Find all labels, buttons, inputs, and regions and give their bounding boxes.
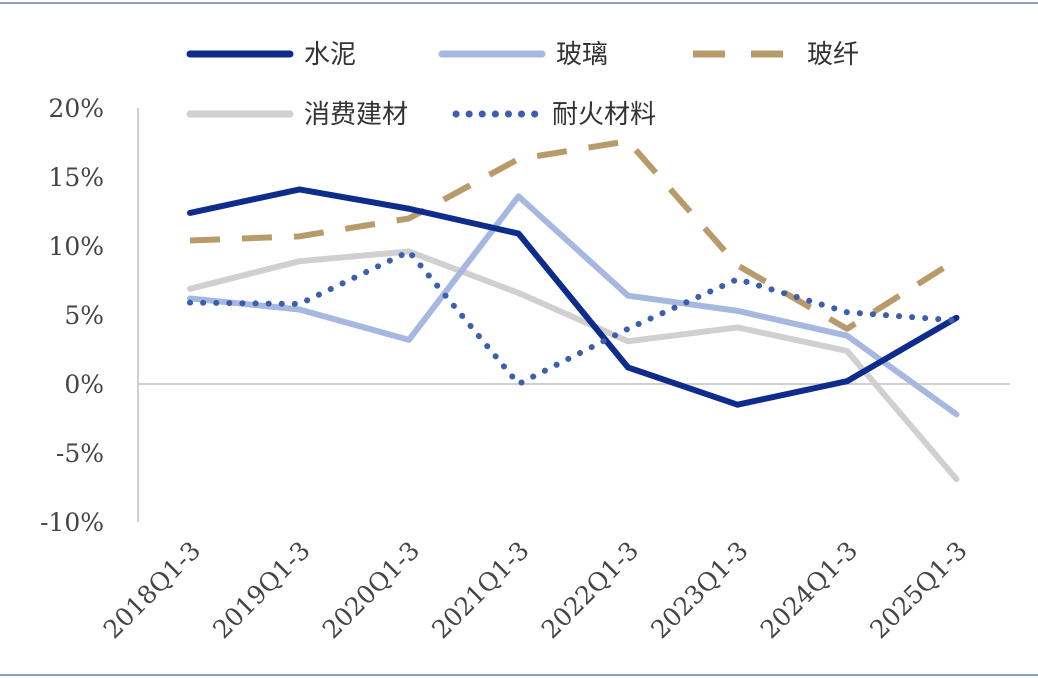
x-tick-label: 2019Q1-3 bbox=[207, 536, 315, 644]
series-group bbox=[187, 138, 960, 483]
y-tick-label: 20% bbox=[48, 94, 104, 123]
y-tick-label: 0% bbox=[64, 370, 104, 399]
y-tick-label: -5% bbox=[56, 439, 104, 468]
series-line-3 bbox=[189, 138, 959, 332]
series-line-4 bbox=[187, 248, 960, 483]
series-line-5 bbox=[187, 248, 960, 387]
x-tick-label: 2023Q1-3 bbox=[645, 536, 753, 644]
x-tick-label: 2025Q1-3 bbox=[864, 536, 972, 644]
series-line-1 bbox=[187, 186, 960, 408]
series-line-2 bbox=[187, 193, 960, 418]
legend-label: 水泥 bbox=[304, 40, 356, 70]
x-tick-label: 2020Q1-3 bbox=[317, 536, 425, 644]
legend-label: 玻纤 bbox=[807, 40, 859, 70]
y-tick-label: 10% bbox=[48, 232, 104, 261]
x-tick-label: 2024Q1-3 bbox=[755, 536, 863, 644]
y-tick-label: -10% bbox=[40, 508, 104, 537]
legend-label: 玻璃 bbox=[556, 40, 608, 70]
legend-label: 消费建材 bbox=[304, 100, 408, 130]
legend-label: 耐火材料 bbox=[552, 100, 656, 130]
y-tick-label: 15% bbox=[48, 163, 104, 192]
x-tick-label: 2021Q1-3 bbox=[426, 536, 534, 644]
y-tick-label: 5% bbox=[64, 301, 104, 330]
x-tick-label: 2018Q1-3 bbox=[98, 536, 206, 644]
x-tick-label: 2022Q1-3 bbox=[536, 536, 644, 644]
